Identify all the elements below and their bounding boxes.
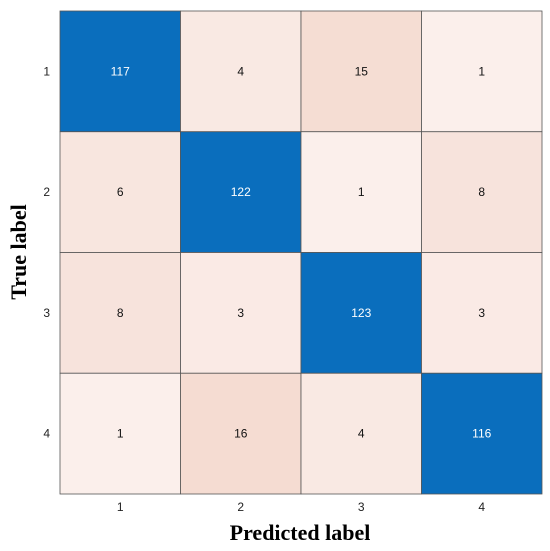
cell-value-r1-c4: 1 bbox=[478, 64, 485, 78]
matrix-cells bbox=[59, 10, 543, 495]
y-tick-labels: 1 2 3 4 bbox=[43, 64, 50, 440]
cell-value-r2-c1: 6 bbox=[117, 185, 124, 199]
cell-value-r4-c1: 1 bbox=[117, 427, 124, 441]
cell-value-r2-c2: 122 bbox=[231, 185, 251, 199]
matrix-cell-r4-c4 bbox=[421, 372, 543, 495]
matrix-cell-r2-c2 bbox=[180, 131, 302, 253]
x-axis-label: Predicted label bbox=[230, 520, 371, 545]
cell-value-r4-c3: 4 bbox=[358, 427, 365, 441]
matrix-cell-values: 117 4 15 16 122 1 88 3 123 31 16 4 116 bbox=[111, 64, 492, 440]
cell-value-r4-c2: 16 bbox=[234, 427, 248, 441]
matrix-cell-r1-c4 bbox=[421, 10, 543, 133]
matrix-cell-r3-c4 bbox=[421, 252, 543, 374]
y-tick-label: 3 bbox=[43, 306, 50, 320]
y-tick-label: 2 bbox=[43, 185, 50, 199]
x-tick-labels: 1 2 3 4 bbox=[117, 500, 486, 514]
matrix-cell-r2-c4 bbox=[421, 131, 543, 253]
matrix-cell-r3-c2 bbox=[180, 252, 302, 374]
matrix-cell-r2-c3 bbox=[300, 131, 422, 253]
matrix-cell-r4-c2 bbox=[180, 372, 302, 495]
x-tick-label: 4 bbox=[478, 500, 485, 514]
cell-value-r3-c4: 3 bbox=[478, 306, 485, 320]
matrix-cell-r4-c1 bbox=[59, 372, 181, 495]
cell-value-r2-c3: 1 bbox=[358, 185, 365, 199]
cell-value-r1-c2: 4 bbox=[237, 64, 244, 78]
x-tick-label: 2 bbox=[237, 500, 244, 514]
cell-value-r1-c1: 117 bbox=[111, 64, 130, 78]
matrix-cell-r1-c3 bbox=[300, 10, 422, 133]
cell-value-r3-c3: 123 bbox=[351, 306, 371, 320]
y-tick-label: 1 bbox=[43, 64, 50, 78]
matrix-cell-r4-c3 bbox=[300, 372, 422, 495]
y-tick-label: 4 bbox=[43, 427, 50, 441]
cell-value-r3-c1: 8 bbox=[117, 306, 124, 320]
matrix-cell-r1-c2 bbox=[180, 10, 302, 133]
cell-value-r1-c3: 15 bbox=[355, 64, 369, 78]
matrix-cell-r1-c1 bbox=[59, 10, 181, 133]
matrix-cell-r2-c1 bbox=[59, 131, 181, 253]
x-tick-label: 3 bbox=[358, 500, 365, 514]
cell-value-r4-c4: 116 bbox=[472, 427, 491, 441]
cell-value-r2-c4: 8 bbox=[478, 185, 485, 199]
y-axis-label: True label bbox=[6, 204, 31, 300]
cell-value-r3-c2: 3 bbox=[237, 306, 244, 320]
x-tick-label: 1 bbox=[117, 500, 124, 514]
